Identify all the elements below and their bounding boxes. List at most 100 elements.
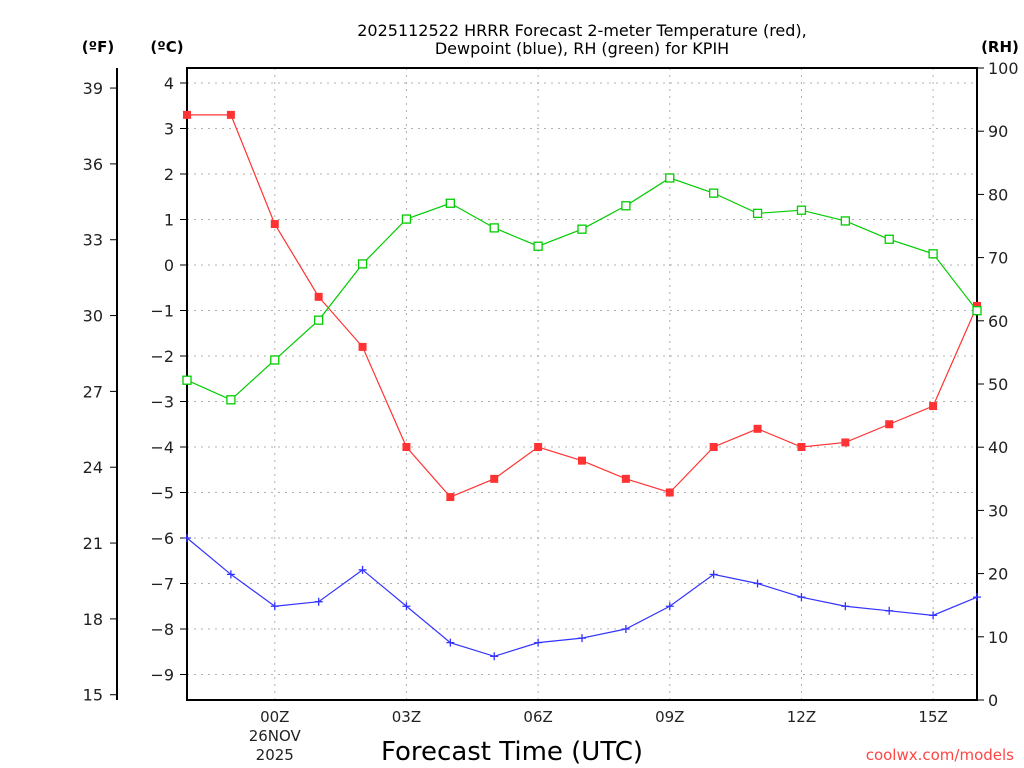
rh-point [840,216,850,226]
rh-axis-unit-label: (RH) [981,38,1019,56]
f-tick-label: 18 [83,610,103,629]
chart-title-line: Dewpoint (blue), RH (green) for KPIH [435,39,729,58]
rh-point [270,355,280,365]
dewpoint-point [621,625,630,633]
f-tick-label: 21 [83,534,103,553]
rh-point [445,198,455,208]
temperature-point [973,301,981,310]
f-tick-label: 33 [83,231,103,250]
f-axis-unit-label: (ºF) [82,38,114,56]
f-tick-label: 30 [83,307,103,326]
c-tick-label: 4 [164,74,174,93]
c-axis-unit-label: (ºC) [150,38,183,56]
x-tick-label: 03Z [392,708,421,726]
temperature-point [929,402,938,411]
rh-point [709,188,719,198]
dewpoint-point [578,634,586,643]
c-tick-label: −8 [150,620,174,639]
temperature-point [490,474,499,483]
rh-tick-label: 20 [988,565,1008,584]
rh-point [621,201,631,211]
temperature-point [226,110,235,119]
rh-tick-label: 100 [988,59,1019,78]
temperature-point [314,292,323,301]
temperature-point [358,342,367,351]
dewpoint-point [314,597,323,606]
x-tick-label: 15Z [918,708,947,726]
x-axis-label: Forecast Time (UTC) [381,737,643,767]
c-tick-label: −4 [150,438,174,457]
c-tick-label: 0 [164,256,174,275]
c-tick-label: 2 [164,165,174,184]
temperature-point [621,474,630,483]
dewpoint-point [226,570,235,579]
rh-tick-label: 60 [988,312,1008,331]
dewpoint-point [358,565,367,574]
rh-point [401,214,412,224]
rh-point [972,306,982,316]
rh-tick-label: 40 [988,438,1008,457]
rh-point [884,234,894,244]
rh-tick-label: 0 [988,691,998,710]
c-tick-label: 3 [164,120,174,139]
rh-tick-label: 80 [988,185,1008,204]
c-tick-label: −5 [150,484,174,503]
rh-point [357,259,368,269]
dewpoint-point [797,593,806,602]
series-line-2 [186,177,978,401]
c-tick-label: −9 [150,666,174,685]
temperature-point [797,443,806,451]
rh-point [796,205,807,215]
rh-tick-label: 90 [988,122,1008,141]
watermark: coolwx.com/models [866,746,1014,764]
x-tick-label: 06Z [523,708,552,726]
dewpoint-point [885,606,894,615]
dewpoint-point [402,602,411,611]
temperature-point [446,493,455,502]
rh-point [533,241,543,251]
dewpoint-point [709,570,718,579]
rh-point [665,173,675,183]
plot-frame [186,67,978,701]
dewpoint-point [973,593,981,602]
temperature-point [841,438,850,447]
temperature-point [665,488,674,497]
temperature-point [534,443,543,451]
series-line-0 [187,114,978,498]
rh-point [928,249,938,259]
x-tick-label: 09Z [655,708,684,726]
dewpoint-point [841,602,850,611]
dewpoint-point [270,602,279,611]
f-tick-label: 39 [83,79,103,98]
temperature-point [578,456,586,465]
dewpoint-point [753,579,762,588]
x-date-label: 26NOV [249,727,302,745]
dewpoint-point [534,638,543,647]
rh-point [226,395,236,405]
temperature-point [709,443,718,451]
temperature-point [402,443,411,451]
c-tick-label: −1 [150,302,174,321]
rh-tick-label: 10 [988,628,1008,647]
rh-point [752,208,763,219]
dewpoint-point [665,602,674,611]
temperature-point [270,220,279,229]
dewpoint-point [490,652,499,661]
temperature-point [753,424,762,433]
x-tick-label: 12Z [787,708,816,726]
rh-point [577,224,587,234]
rh-point [489,223,499,233]
temperature-point [885,420,894,429]
f-tick-label: 15 [83,686,103,705]
dewpoint-point [183,534,191,542]
c-tick-label: −6 [150,529,174,548]
f-tick-label: 24 [83,458,103,477]
c-tick-label: −3 [150,393,174,412]
c-tick-label: 1 [164,211,174,230]
rh-point [314,315,324,325]
f-tick-label: 36 [83,155,103,174]
rh-tick-label: 70 [988,249,1008,268]
dewpoint-point [929,611,938,620]
rh-tick-label: 30 [988,501,1008,520]
